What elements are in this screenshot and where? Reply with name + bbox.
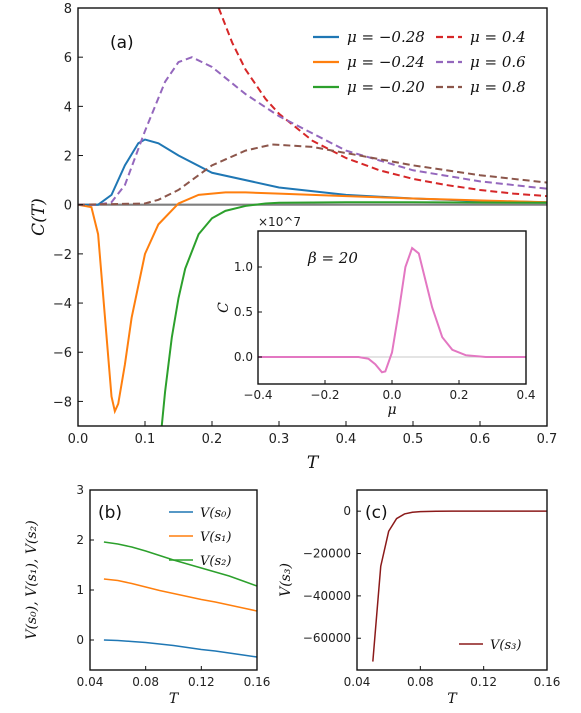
x-tick-label: 0.6 xyxy=(470,432,491,447)
panel-b: 0.04 0.08 0.12 0.16 0 1 2 3 T V(s₀), V(s₁), V(s₂)… xyxy=(24,483,270,707)
x-tick-label: 0.12 xyxy=(470,675,497,689)
legend-label: μ = 0.6 xyxy=(470,53,526,71)
y-tick-label: 4 xyxy=(64,100,72,115)
panel-c: 0.04 0.08 0.12 0.16 −60000 −40000 −20000 0 T V(s₃… xyxy=(278,489,561,707)
x-axis-label: T xyxy=(169,691,180,707)
x-tick-label: 0.12 xyxy=(188,675,215,689)
inset-annotation: β = 20 xyxy=(307,249,358,267)
x-tick-label: 0.2 xyxy=(202,432,223,447)
plot-frame xyxy=(89,489,258,671)
y-tick-label: 2 xyxy=(64,150,72,165)
plot-frame xyxy=(77,7,548,427)
x-tick-label: 0.16 xyxy=(244,675,271,689)
legend-label: V(s₂) xyxy=(200,554,231,569)
series-line-1 xyxy=(103,578,257,612)
inset-x-axis-label: μ xyxy=(387,402,396,418)
x-tick-label: 0.08 xyxy=(132,675,159,689)
legend-label: μ = 0.8 xyxy=(470,78,526,96)
inset-x-tick-label: −0.2 xyxy=(310,388,339,402)
legend-label: μ = 0.4 xyxy=(470,28,526,46)
y-tick-label: −20000 xyxy=(303,547,351,561)
inset: −0.4 −0.2 0.0 0.2 0.4 0.0 0.5 1.0 μ C ×10^7 β = 20 xyxy=(216,215,536,418)
series-line-2 xyxy=(160,201,547,426)
inset-x-tick-label: −0.4 xyxy=(243,388,272,402)
y-tick-label: 8 xyxy=(64,2,72,17)
inset-y-tick-label: 0.0 xyxy=(234,350,253,364)
panel-label: (b) xyxy=(98,503,122,523)
x-axis-label: T xyxy=(447,691,458,707)
legend-label: μ = −0.24 xyxy=(347,53,425,71)
inset-background xyxy=(257,230,527,385)
legend-label: V(s₀) xyxy=(200,506,231,521)
x-tick-label: 0.0 xyxy=(68,432,89,447)
y-tick-label: −8 xyxy=(53,395,72,410)
y-tick-label: 6 xyxy=(64,51,72,66)
legend-label: μ = −0.28 xyxy=(347,28,425,46)
series-line-2 xyxy=(103,541,257,587)
inset-series-line xyxy=(258,246,526,374)
series-line-5 xyxy=(78,143,547,206)
inset-y-tick-label: 0.5 xyxy=(234,305,253,319)
y-axis-label: V(s₀), V(s₁), V(s₂) xyxy=(24,520,40,639)
y-axis-label: C(T) xyxy=(29,198,49,236)
y-tick-label: −6 xyxy=(53,346,72,361)
inset-series-group xyxy=(258,246,526,374)
plot-frame xyxy=(356,489,548,671)
x-tick-label: 0.16 xyxy=(534,675,561,689)
y-tick-label: −4 xyxy=(53,297,72,312)
inset-y-axis-label: C xyxy=(216,302,232,313)
y-tick-label: 1 xyxy=(76,583,84,597)
series-group xyxy=(78,8,547,426)
y-tick-label: −2 xyxy=(53,248,72,263)
panel-a: 0.0 0.1 0.2 0.3 0.4 0.5 0.6 0.7−8−6−4−202468TC(… xyxy=(29,2,557,473)
x-tick-label: 0.08 xyxy=(407,675,434,689)
y-tick-label: 3 xyxy=(76,483,84,497)
series-group xyxy=(103,541,257,658)
legend-label: V(s₃) xyxy=(490,638,521,653)
series-line-4 xyxy=(78,56,547,206)
x-tick-label: 0.5 xyxy=(403,432,424,447)
x-axis-label: T xyxy=(307,453,320,473)
y-tick-label: 2 xyxy=(76,533,84,547)
panel-label: (a) xyxy=(110,33,134,53)
y-tick-label: 0 xyxy=(343,504,351,518)
y-tick-label: −60000 xyxy=(303,631,351,645)
legend-label: μ = −0.20 xyxy=(347,78,425,96)
legend-label: V(s₁) xyxy=(200,530,231,545)
y-tick-label: 0 xyxy=(76,633,84,647)
series-line-3 xyxy=(217,8,547,198)
x-tick-label: 0.4 xyxy=(336,432,357,447)
x-tick-label: 0.1 xyxy=(135,432,156,447)
x-tick-label: 0.04 xyxy=(77,675,104,689)
series-line-0 xyxy=(372,510,547,662)
legend: V(s₀) V(s₁) V(s₂) xyxy=(169,506,231,569)
inset-scale-label: ×10^7 xyxy=(258,215,301,229)
x-tick-label: 0.7 xyxy=(537,432,558,447)
inset-x-tick-label: 0.4 xyxy=(516,388,535,402)
inset-x-tick-label: 0.2 xyxy=(449,388,468,402)
x-tick-label: 0.04 xyxy=(344,675,371,689)
panel-label: (c) xyxy=(365,503,388,523)
series-line-0 xyxy=(103,639,257,658)
inset-x-tick-label: 0.0 xyxy=(382,388,401,402)
legend: V(s₃) xyxy=(459,638,521,653)
series-group xyxy=(372,510,547,662)
y-tick-label: 0 xyxy=(64,199,72,214)
inset-y-tick-label: 1.0 xyxy=(234,260,253,274)
legend: μ = −0.28 μ = −0.24 μ = −0.20 μ = 0.4 μ = 0.… xyxy=(313,28,526,96)
x-tick-label: 0.3 xyxy=(269,432,290,447)
y-tick-label: −40000 xyxy=(303,589,351,603)
series-line-1 xyxy=(78,191,547,415)
y-axis-label: V(s₃) xyxy=(278,563,294,597)
